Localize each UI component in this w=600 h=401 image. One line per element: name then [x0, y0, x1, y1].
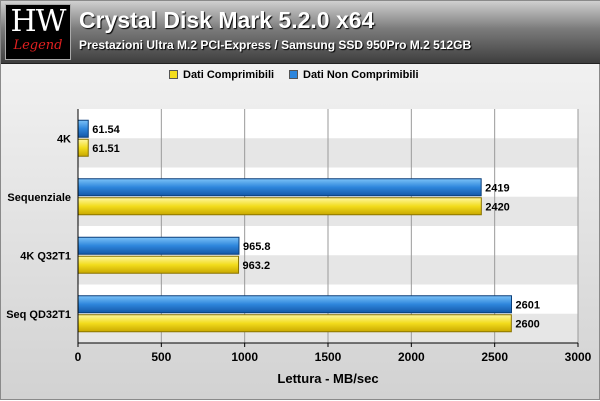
hwlegend-logo: HW Legend [5, 4, 71, 60]
legend-swatch-non-compressible [289, 70, 298, 79]
chart-legend: Dati Comprimibili Dati Non Comprimibili [1, 67, 600, 83]
bar-compressible [77, 255, 240, 274]
chart-subtitle: Prestazioni Ultra M.2 PCI-Express / Sams… [79, 38, 472, 52]
bar-non-compressible [77, 119, 89, 138]
data-label: 61.54 [92, 124, 120, 136]
x-tick-label: 3000 [565, 350, 592, 364]
bar-non-compressible [77, 236, 240, 255]
data-label: 2600 [515, 318, 539, 330]
data-label: 2601 [516, 299, 540, 311]
chart-header: HW Legend Crystal Disk Mark 5.2.0 x64 Pr… [1, 1, 600, 64]
data-label: 61.51 [92, 143, 120, 155]
logo-text-legend: Legend [13, 38, 63, 53]
bar-compressible [77, 197, 482, 216]
category-label: 4K Q32T1 [20, 250, 71, 262]
data-label: 963.2 [243, 260, 271, 272]
x-tick-label: 2500 [481, 350, 508, 364]
x-tick-label: 0 [75, 350, 82, 364]
data-label: 2419 [485, 182, 509, 194]
x-axis-title: Lettura - MB/sec [277, 371, 378, 386]
x-tick-label: 500 [151, 350, 171, 364]
bar-compressible [77, 314, 512, 333]
logo-text-hw: HW [10, 4, 67, 39]
legend-label-compressible: Dati Comprimibili [183, 69, 275, 81]
chart-title: Crystal Disk Mark 5.2.0 x64 [79, 7, 375, 33]
bars-group: 61.54 61.51 2419 2420 965.8 963.2 2601 2600 [77, 119, 540, 333]
category-label: Sequenziale [7, 192, 71, 204]
legend-label-non-compressible: Dati Non Comprimibili [303, 69, 419, 81]
x-tick-label: 1000 [231, 350, 258, 364]
data-label: 2420 [485, 201, 509, 213]
legend-swatch-compressible [169, 70, 178, 79]
category-label: 4K [57, 133, 71, 145]
bar-compressible [77, 138, 89, 157]
bar-non-compressible [77, 295, 512, 314]
data-label: 965.8 [243, 241, 271, 253]
axes-group: 0 500 1000 1500 2000 2500 3000 4K Sequenziale 4K … [6, 109, 592, 364]
x-tick-label: 2000 [398, 350, 425, 364]
bar-non-compressible [77, 178, 482, 197]
category-label: Seq QD32T1 [6, 309, 71, 321]
x-tick-label: 1500 [315, 350, 342, 364]
